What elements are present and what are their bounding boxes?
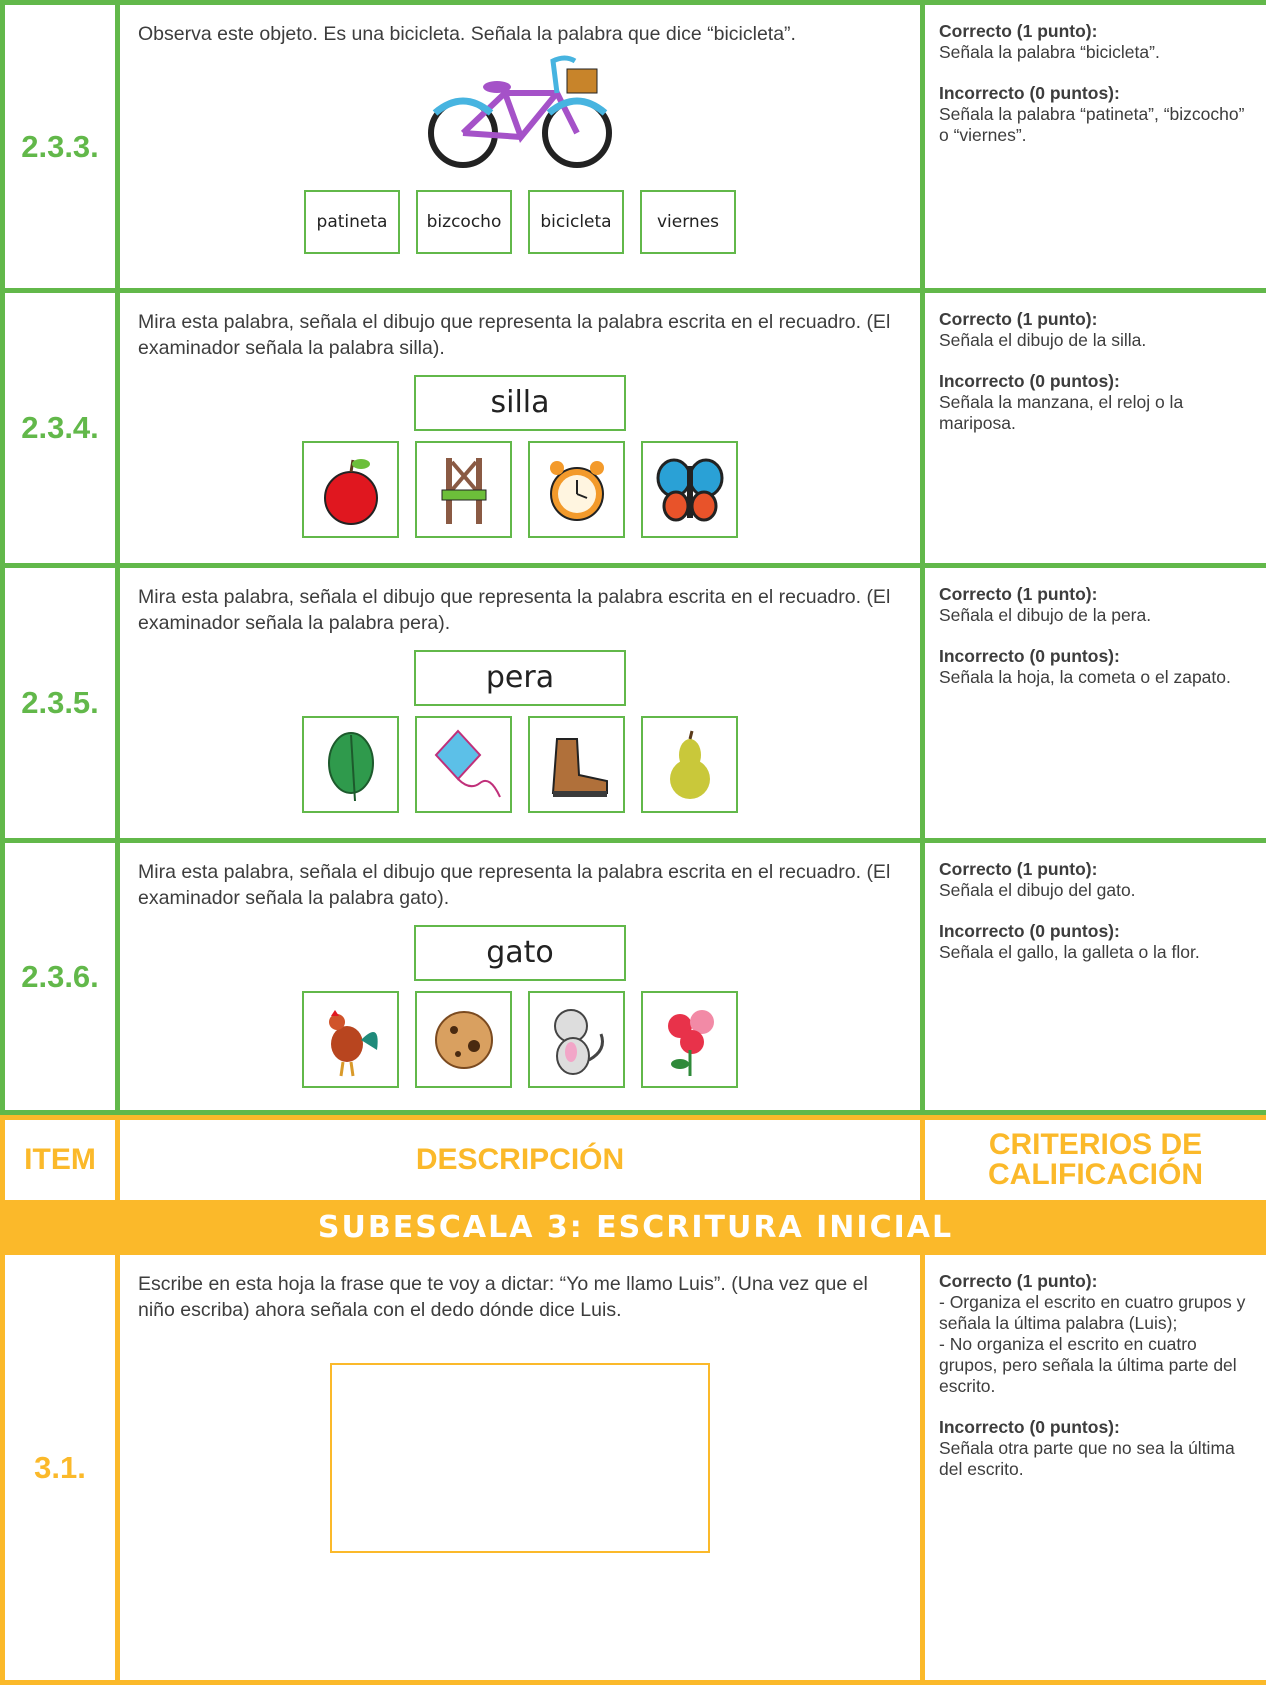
picture-option [302,991,399,1088]
criteria: Correcto (1 punto):Señala la palabra “bi… [923,3,1266,291]
instruction: Mira esta palabra, señala el dibujo que … [138,859,902,911]
item-row: 2.3.6. Mira esta palabra, señala el dibuj… [3,841,1266,1113]
item-label: 3.1. [3,1253,118,1683]
description: Mira esta palabra, señala el dibujo que … [118,841,923,1113]
icon [311,450,391,530]
icon [424,725,504,805]
yellow-table: ITEM DESCRIPCIÓN CRITERIOS DE CALIFICACI… [0,1115,1266,1685]
picture-option [415,716,512,813]
icon [650,725,730,805]
correct-label: Correcto (1 punto): [939,21,1252,42]
option-word: patineta [304,190,400,254]
item-label: 2.3.4. [3,291,118,566]
green-table: 2.3.3. Observa este objeto. Es una bicicl… [0,0,1266,1115]
instruction: Mira esta palabra, señala el dibujo que … [138,584,902,636]
target-word: gato [414,925,626,981]
icon [311,1000,391,1080]
picture-option [528,441,625,538]
item-row: 2.3.3. Observa este objeto. Es una bicicl… [3,3,1266,291]
icon [537,450,617,530]
subscale-title: SUBESCALA 3: ESCRITURA INICIAL [3,1203,1266,1253]
spacer [939,63,1252,83]
correct-label: Correcto (1 punto): [939,859,1252,880]
correct-label: Correcto (1 punto): [939,1271,1252,1292]
icon [537,725,617,805]
header-item: ITEM [3,1118,118,1203]
picture-option [528,991,625,1088]
bicycle-image [425,53,615,173]
option-word: bicicleta [528,190,624,254]
target-word: silla [414,375,626,431]
correct-label: Correcto (1 punto): [939,309,1252,330]
incorrect-label: Incorrecto (0 puntos): [939,921,1252,942]
rows: 2.3.3. Observa este objeto. Es una bicicl… [3,3,1266,1113]
icon [311,725,391,805]
item-row: 2.3.5. Mira esta palabra, señala el dibuj… [3,566,1266,841]
option-word: bizcocho [416,190,512,254]
correct-text: Señala la palabra “bicicleta”. [939,42,1252,63]
correct-text: Señala el dibujo de la silla. [939,330,1252,351]
incorrect-label: Incorrecto (0 puntos): [939,646,1252,667]
incorrect-text: Señala otra parte que no sea la última d… [939,1438,1252,1480]
spacer [939,351,1252,371]
picture-options [138,716,902,813]
icon [650,1000,730,1080]
incorrect-label: Incorrecto (0 puntos): [939,1417,1252,1438]
incorrect-text: Señala la manzana, el reloj o la maripos… [939,392,1252,434]
picture-option [415,441,512,538]
instruction: Observa este objeto. Es una bicicleta. S… [138,21,902,47]
incorrect-text: Señala la palabra “patineta”, “bizcocho”… [939,104,1252,146]
instruction: Mira esta palabra, señala el dibujo que … [138,309,902,361]
picture-option [641,716,738,813]
header-row: ITEM DESCRIPCIÓN CRITERIOS DE CALIFICACI… [3,1118,1266,1203]
description: Mira esta palabra, señala el dibujo que … [118,291,923,566]
picture-option [528,716,625,813]
correct-text: Señala el dibujo de la pera. [939,605,1252,626]
picture [138,53,902,180]
description: Mira esta palabra, señala el dibujo que … [118,566,923,841]
item-row: 2.3.4. Mira esta palabra, señala el dibuj… [3,291,1266,566]
target-word: pera [414,650,626,706]
incorrect-label: Incorrecto (0 puntos): [939,83,1252,104]
picture-option [302,716,399,813]
criteria: Correcto (1 punto):Señala el dibujo de l… [923,566,1266,841]
picture-options [138,441,902,538]
option-word: viernes [640,190,736,254]
correct-line: - No organiza el escrito en cuatro grupo… [939,1334,1252,1397]
icon [650,450,730,530]
criteria: Correcto (1 punto): - Organiza el escrit… [923,1253,1266,1683]
item-label: 2.3.6. [3,841,118,1113]
picture-option [641,441,738,538]
picture-option [641,991,738,1088]
subscale-row: SUBESCALA 3: ESCRITURA INICIAL [3,1203,1266,1253]
criteria: Correcto (1 punto):Señala el dibujo del … [923,841,1266,1113]
correct-label: Correcto (1 punto): [939,584,1252,605]
item-label: 2.3.3. [3,3,118,291]
criteria: Correcto (1 punto):Señala el dibujo de l… [923,291,1266,566]
writing-box [330,1363,710,1553]
spacer [939,901,1252,921]
incorrect-label: Incorrecto (0 puntos): [939,371,1252,392]
final-row: 3.1. Escribe en esta hoja la frase que t… [3,1253,1266,1683]
description: Observa este objeto. Es una bicicleta. S… [118,3,923,291]
incorrect-text: Señala la hoja, la cometa o el zapato. [939,667,1252,688]
spacer [939,626,1252,646]
picture-options [138,991,902,1088]
icon [424,1000,504,1080]
header-description: DESCRIPCIÓN [118,1118,923,1203]
picture-option [302,441,399,538]
icon [537,1000,617,1080]
correct-text: Señala el dibujo del gato. [939,880,1252,901]
item-label: 2.3.5. [3,566,118,841]
instruction: Escribe en esta hoja la frase que te voy… [138,1271,902,1323]
description: Escribe en esta hoja la frase que te voy… [118,1253,923,1683]
incorrect-text: Señala el gallo, la galleta o la flor. [939,942,1252,963]
picture-option [415,991,512,1088]
icon [424,450,504,530]
correct-line: - Organiza el escrito en cuatro grupos y… [939,1292,1252,1334]
header-criteria: CRITERIOS DE CALIFICACIÓN [923,1118,1266,1203]
